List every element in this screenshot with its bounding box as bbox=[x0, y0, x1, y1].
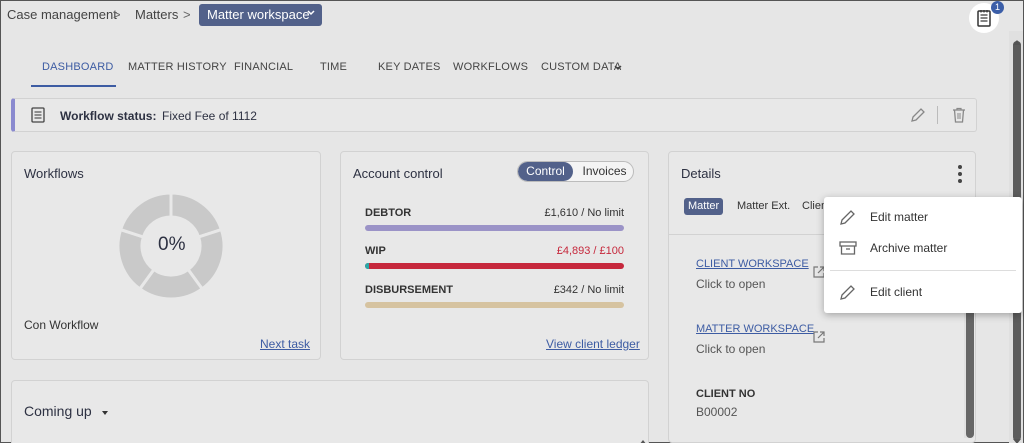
details-tab-matter-ext[interactable]: Matter Ext. bbox=[737, 200, 791, 212]
menu-item-edit-client[interactable]: Edit client bbox=[824, 276, 1022, 308]
account-control-title: Account control bbox=[353, 166, 443, 181]
document-icon bbox=[29, 106, 47, 129]
notification-count-badge: 1 bbox=[991, 1, 1004, 14]
workflow-status-value: Fixed Fee of 1112 bbox=[162, 109, 257, 123]
workflow-progress-donut bbox=[116, 191, 226, 301]
debtor-bar bbox=[365, 225, 624, 231]
breadcrumb-case-management[interactable]: Case management bbox=[7, 7, 117, 22]
scroll-up-arrow-icon[interactable] bbox=[1012, 33, 1022, 51]
toggle-control[interactable]: Control bbox=[518, 162, 573, 181]
workflows-title: Workflows bbox=[24, 166, 84, 181]
details-context-menu: Edit matter Archive matter Edit client bbox=[824, 197, 1022, 313]
next-task-link[interactable]: Next task bbox=[260, 337, 311, 351]
tab-custom-data[interactable]: CUSTOM DATA bbox=[541, 61, 622, 73]
wip-label: WIP bbox=[365, 245, 386, 257]
archive-box-icon bbox=[838, 238, 858, 258]
menu-item-label: Edit client bbox=[870, 285, 923, 299]
workflows-card: Workflows 0% Con Workflow Next task bbox=[11, 151, 321, 360]
details-scrollbar-thumb[interactable] bbox=[966, 233, 974, 438]
debtor-label: DEBTOR bbox=[365, 207, 412, 219]
debtor-value: £1,610 / No limit bbox=[544, 207, 624, 219]
workflow-progress-text: 0% bbox=[158, 234, 186, 255]
breadcrumb-matters[interactable]: Matters bbox=[135, 7, 179, 22]
menu-item-archive-matter[interactable]: Archive matter bbox=[824, 232, 1022, 264]
tab-time[interactable]: TIME bbox=[320, 61, 348, 73]
pencil-icon[interactable] bbox=[909, 106, 927, 129]
caret-down-icon[interactable] bbox=[100, 405, 110, 423]
matter-workspace-link[interactable]: MATTER WORKSPACE bbox=[696, 323, 815, 335]
pencil-icon bbox=[838, 282, 858, 302]
tab-key-dates[interactable]: KEY DATES bbox=[378, 61, 441, 73]
wip-bar bbox=[365, 263, 624, 269]
disbursement-label: DISBURSEMENT bbox=[365, 284, 454, 296]
tab-dashboard[interactable]: DASHBOARD bbox=[42, 61, 114, 73]
client-no-value: B00002 bbox=[696, 405, 738, 419]
menu-item-edit-matter[interactable]: Edit matter bbox=[824, 201, 1022, 233]
menu-divider bbox=[830, 270, 1016, 271]
top-bar: Case management > Matters > Matter works… bbox=[1, 1, 1011, 31]
tab-matter-history[interactable]: MATTER HISTORY bbox=[128, 61, 227, 73]
details-tab-matter[interactable]: Matter bbox=[684, 198, 724, 215]
tab-financial[interactable]: FINANCIAL bbox=[234, 61, 294, 73]
coming-up-card: Coming up bbox=[11, 380, 649, 443]
external-link-icon[interactable] bbox=[812, 330, 826, 349]
active-tab-indicator bbox=[31, 85, 116, 87]
account-control-toggle: Control Invoices bbox=[517, 161, 634, 182]
menu-item-label: Edit matter bbox=[870, 210, 929, 224]
details-title: Details bbox=[681, 166, 721, 181]
client-workspace-link[interactable]: CLIENT WORKSPACE bbox=[696, 258, 809, 270]
notepad-icon bbox=[977, 10, 991, 27]
divider bbox=[937, 106, 938, 124]
workflow-status-bar: Workflow status: Fixed Fee of 1112 bbox=[11, 98, 977, 132]
menu-item-label: Archive matter bbox=[870, 241, 948, 255]
breadcrumb-separator: > bbox=[113, 7, 121, 22]
workflow-status-label: Workflow status: bbox=[60, 109, 157, 123]
wip-bar-start-marker bbox=[365, 263, 369, 269]
tab-workflows[interactable]: WORKFLOWS bbox=[453, 61, 529, 73]
trash-icon[interactable] bbox=[950, 106, 968, 129]
disbursement-bar bbox=[365, 302, 624, 308]
coming-up-title[interactable]: Coming up bbox=[24, 403, 92, 419]
pencil-icon bbox=[838, 207, 858, 227]
scroll-up-arrow-icon[interactable] bbox=[638, 433, 648, 443]
breadcrumb-current-label: Matter workspace bbox=[207, 7, 310, 22]
more-options-icon[interactable] bbox=[956, 164, 964, 189]
toggle-invoices[interactable]: Invoices bbox=[582, 164, 627, 178]
breadcrumb-separator: > bbox=[183, 7, 191, 22]
matter-tabs: DASHBOARD MATTER HISTORY FINANCIAL TIME … bbox=[31, 57, 991, 87]
wip-value: £4,893 / £100 bbox=[556, 245, 624, 257]
breadcrumb-matter-workspace-dropdown[interactable]: Matter workspace bbox=[199, 4, 322, 26]
chevron-down-icon bbox=[306, 6, 316, 23]
workflow-name: Con Workflow bbox=[24, 318, 99, 332]
disbursement-value: £342 / No limit bbox=[553, 284, 624, 296]
details-tab-client[interactable]: Clien bbox=[802, 200, 828, 212]
scroll-down-arrow-icon[interactable] bbox=[1012, 433, 1022, 443]
chevron-down-icon[interactable] bbox=[613, 61, 623, 79]
client-no-label: CLIENT NO bbox=[696, 388, 756, 400]
matter-workspace-hint: Click to open bbox=[696, 342, 766, 356]
client-workspace-hint: Click to open bbox=[696, 277, 766, 291]
account-control-card: Account control DEBTOR £1,610 / No limit… bbox=[340, 151, 649, 360]
divider bbox=[669, 234, 975, 235]
view-client-ledger-link[interactable]: View client ledger bbox=[546, 337, 640, 351]
